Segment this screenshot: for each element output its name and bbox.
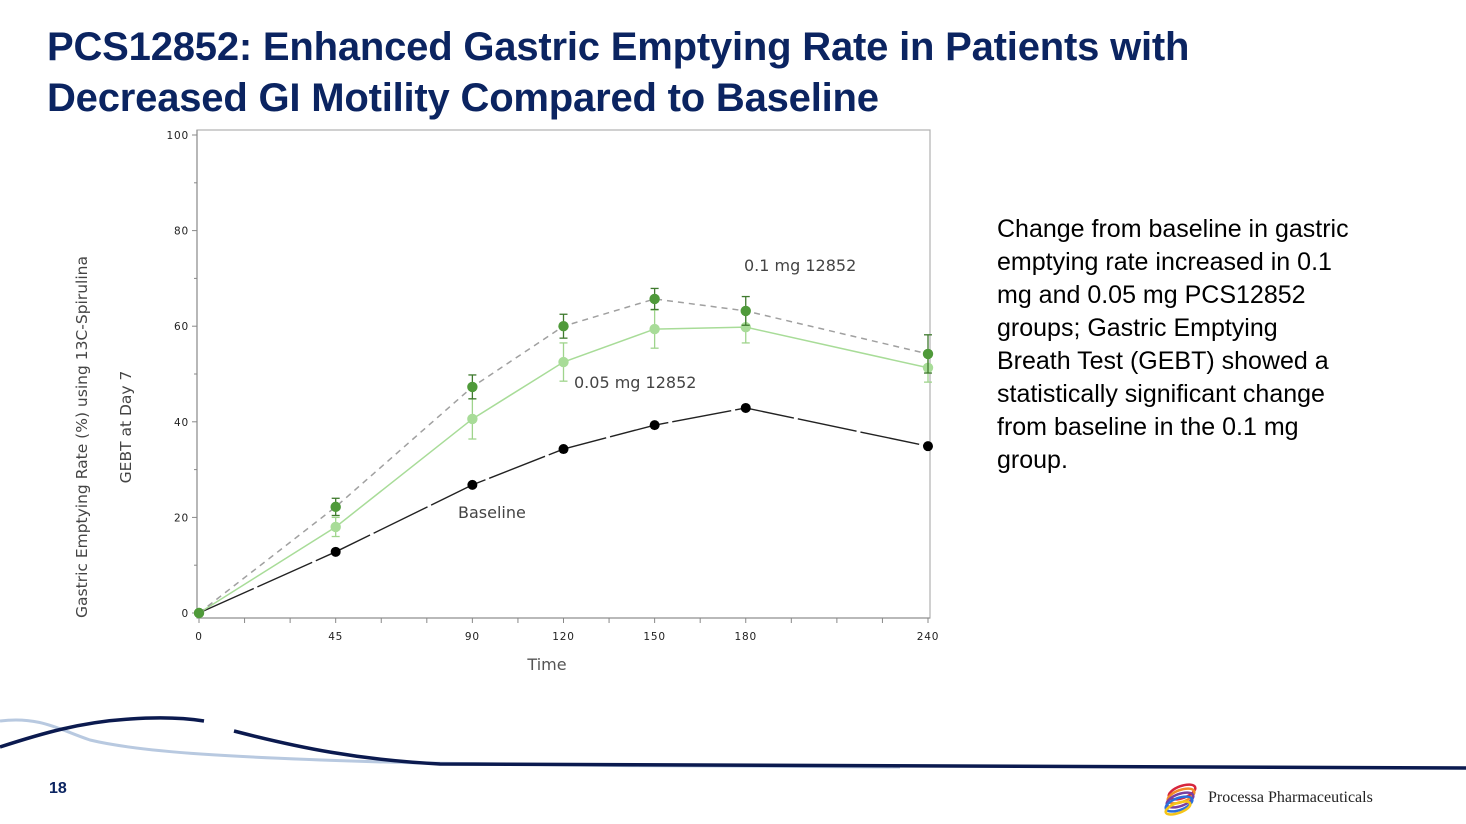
data-point <box>330 501 341 513</box>
data-point <box>558 356 569 368</box>
data-point <box>330 521 341 533</box>
y-axis-label-line-2: GEBT at Day 7 <box>117 371 135 484</box>
data-point <box>649 293 660 305</box>
y-axis-label-line-1: Gastric Emptying Rate (%) using 13C-Spir… <box>73 256 91 618</box>
slide-title: PCS12852: Enhanced Gastric Emptying Rate… <box>47 22 1427 124</box>
data-point <box>740 321 751 333</box>
processa-rings-icon <box>1164 783 1197 816</box>
gastric-emptying-chart: 0 20 40 60 80 100 0 45 90 120 150 180 240 Gastric Em… <box>73 129 939 674</box>
y-tick-label: 60 <box>174 321 189 333</box>
x-tick-label: 240 <box>917 631 939 643</box>
swoosh-light-curve <box>0 718 901 769</box>
series-0-1-mg-12852 <box>193 287 934 619</box>
series-line <box>198 407 929 614</box>
data-point <box>923 441 933 452</box>
chart-labels: Gastric Emptying Rate (%) using 13C-Spir… <box>73 256 856 674</box>
chart-axes: 0 20 40 60 80 100 0 45 90 120 150 180 240 <box>167 129 939 643</box>
annotation-0-1mg: 0.1 mg 12852 <box>744 256 856 275</box>
swoosh-dark-curve-left <box>0 716 205 749</box>
data-point <box>193 607 205 619</box>
x-tick-label: 45 <box>328 631 343 643</box>
x-tick-label: 150 <box>643 631 665 643</box>
y-tick-label: 20 <box>174 512 189 524</box>
series-0-05-mg-12852 <box>193 309 934 619</box>
swoosh-dark-curve-right <box>233 729 1466 770</box>
data-point <box>740 402 751 413</box>
annotation-baseline: Baseline <box>458 503 526 522</box>
slide-title-line-2: Decreased GI Motility Compared to Baseli… <box>47 76 879 120</box>
data-point <box>467 479 478 490</box>
summary-text: Change from baseline in gastric emptying… <box>997 215 1349 474</box>
data-point <box>649 420 660 431</box>
slide-title-line-1: PCS12852: Enhanced Gastric Emptying Rate… <box>47 25 1190 69</box>
data-point <box>649 323 660 335</box>
x-tick-label: 180 <box>735 631 757 643</box>
company-name: Processa Pharmaceuticals <box>1208 789 1373 806</box>
data-point <box>467 413 478 425</box>
series-baseline <box>194 402 933 618</box>
chart-series <box>193 287 934 619</box>
company-logo: Processa Pharmaceuticals <box>1160 778 1373 818</box>
decorative-swoosh <box>0 716 1466 770</box>
data-point <box>922 348 934 360</box>
x-axis-label: Time <box>526 655 566 674</box>
page-number: 18 <box>49 780 67 797</box>
data-point <box>558 321 569 332</box>
data-point <box>467 381 478 393</box>
data-point <box>740 305 751 317</box>
y-tick-label: 40 <box>174 417 189 429</box>
data-point <box>558 444 569 455</box>
data-point <box>330 546 341 557</box>
x-tick-label: 0 <box>195 631 202 643</box>
x-tick-label: 120 <box>552 631 574 643</box>
y-tick-label: 100 <box>167 130 189 142</box>
y-tick-label: 0 <box>182 608 189 620</box>
annotation-0-05mg: 0.05 mg 12852 <box>574 373 696 392</box>
x-tick-label: 90 <box>465 631 480 643</box>
y-tick-label: 80 <box>174 226 189 238</box>
